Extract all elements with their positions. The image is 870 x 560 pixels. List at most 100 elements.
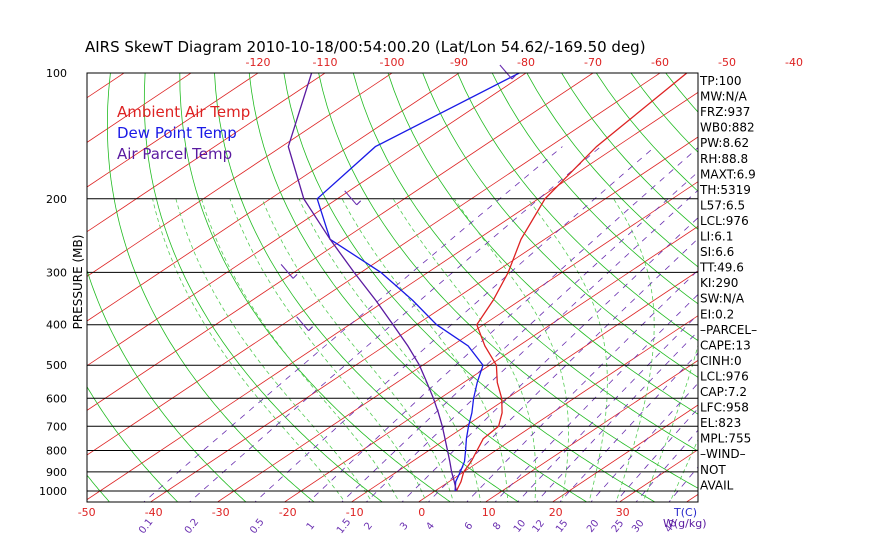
mixing-ratio-tick-label: 6 — [463, 521, 476, 533]
moist-adiabat-line — [175, 198, 373, 502]
dry-adiabat-line — [820, 54, 870, 505]
mixing-ratio-line — [494, 293, 698, 502]
series-line-air-parcel-temp — [287, 73, 458, 492]
top-temp-tick-label: -120 — [246, 56, 271, 69]
wind-barb — [296, 316, 313, 332]
bottom-temp-tick-label: -40 — [145, 506, 163, 519]
side-panel-item: CAPE:13 — [700, 338, 751, 352]
dry-adiabat-line — [318, 73, 698, 489]
mixing-ratio-tick-label: 2 — [362, 521, 375, 533]
isotherm-line — [87, 73, 460, 322]
mixing-ratio-line — [517, 313, 698, 502]
mixing-ratio-line — [401, 217, 698, 502]
side-panel-item: CINH:0 — [700, 354, 742, 368]
side-panel-item: LCL:976 — [700, 214, 749, 228]
side-panel-item: AVAIL — [700, 478, 734, 492]
side-panel-item: –WIND– — [700, 447, 746, 461]
side-panel-item: SW:N/A — [700, 292, 745, 306]
side-panel-item: –PARCEL– — [700, 323, 757, 337]
moist-adiabat-line — [527, 198, 608, 502]
mixing-ratio-tick-label: 3 — [398, 521, 411, 533]
isotherm-line — [216, 181, 698, 502]
dry-adiabat-line — [526, 73, 698, 268]
isotherm-line — [484, 359, 698, 502]
bottom-temp-tick-label: 30 — [616, 506, 630, 519]
isotherm-line — [87, 73, 527, 367]
top-temp-tick-label: -100 — [380, 56, 405, 69]
mixing-ratio-line — [307, 147, 698, 502]
pressure-tick-labels: 100 200 300 400 500 600 700 800 900 1000 — [39, 67, 67, 498]
side-panel-item: LFC:958 — [700, 401, 749, 415]
mixing-ratio-tick-label: 30 — [630, 518, 647, 535]
mixing-ratio-line — [535, 330, 698, 502]
dry-adiabat-line — [457, 73, 698, 342]
mixing-ratio-tick-label: 1 — [305, 521, 318, 533]
moist-adiabat-line — [152, 198, 346, 502]
isotherm-line — [87, 73, 326, 233]
series-line-ambient-air-temp — [455, 73, 688, 492]
top-temp-tick-label: -70 — [584, 56, 602, 69]
side-panel-item: EI:0.2 — [700, 307, 734, 321]
dry-adiabat-line — [665, 73, 698, 113]
isotherm-line — [87, 73, 393, 277]
isotherm-line — [149, 136, 698, 502]
mixing-ratio-tick-label: 0.2 — [183, 517, 201, 536]
bottom-temp-tick-labels: -50 -40 -30 -20 -10 0 10 20 30 — [78, 506, 630, 519]
pressure-tick-label: 400 — [46, 319, 67, 332]
mixing-ratio-tick-label: 8 — [491, 521, 504, 533]
mixing-axis-unit: W(g/kg) — [663, 517, 707, 530]
mixing-ratio-line — [466, 269, 698, 502]
pressure-tick-label: 100 — [46, 67, 67, 80]
top-temp-tick-label: -80 — [517, 56, 535, 69]
side-panel-item: MW:N/A — [700, 90, 748, 104]
bottom-temp-tick-label: -20 — [279, 506, 297, 519]
side-panel-item: SI:6.6 — [700, 245, 734, 259]
chart-title: AIRS SkewT Diagram 2010-10-18/00:54:00.2… — [85, 38, 646, 56]
side-panel-item: PW:8.62 — [700, 136, 749, 150]
dry-adiabat-line — [387, 73, 698, 415]
side-panel-item: RH:88.8 — [700, 152, 748, 166]
top-temp-tick-label: -90 — [450, 56, 468, 69]
dry-adiabat-line — [787, 54, 870, 505]
mixing-ratio-tick-label: 0.5 — [248, 517, 266, 536]
isotherm-line — [87, 73, 594, 411]
dry-adiabat-line — [753, 54, 870, 505]
moist-adiabat-line — [454, 198, 569, 502]
background-lines — [0, 54, 870, 505]
bottom-temp-tick-label: 20 — [549, 506, 563, 519]
side-panel-item: TP:100 — [699, 74, 742, 88]
top-temp-tick-label: -110 — [313, 56, 338, 69]
moist-adiabat-line — [613, 198, 655, 502]
moist-adiabat-line — [341, 198, 509, 502]
mixing-ratio-tick-label: 15 — [554, 518, 571, 535]
moist-adiabat-line — [392, 198, 537, 502]
mixing-ratio-line — [668, 466, 698, 502]
isotherm-line — [749, 54, 870, 505]
pressure-tick-label: 800 — [46, 445, 67, 458]
pressure-tick-label: 200 — [46, 193, 67, 206]
top-temp-tick-label: -40 — [785, 56, 803, 69]
legend-item-dew-point-temp: Dew Point Temp — [117, 124, 237, 142]
mixing-ratio-line — [188, 146, 601, 502]
isotherm-line — [551, 404, 698, 502]
pressure-tick-label: 700 — [46, 420, 67, 433]
mixing-ratio-tick-label: 10 — [512, 518, 529, 535]
mixing-ratio-line — [143, 146, 563, 502]
isotherm-line — [0, 54, 19, 505]
pressure-tick-label: 500 — [46, 359, 67, 372]
bottom-temp-tick-label: 0 — [418, 506, 425, 519]
mixing-ratio-tick-label: 25 — [610, 518, 627, 535]
mixing-ratio-line — [365, 189, 698, 502]
mixing-ratio-tick-label: 4 — [424, 521, 437, 533]
side-panel-item: LI:6.1 — [700, 230, 733, 244]
mixing-ratio-tick-label: 20 — [585, 518, 602, 535]
mixing-ratio-tick-labels: 0.1 0.2 0.5 1 1.5 2 3 4 6 8 10 12 15 20 25 30 40 — [137, 517, 679, 536]
mixing-ratio-line — [635, 429, 698, 502]
isotherm-line — [816, 54, 870, 505]
dry-adiabat-line — [107, 73, 315, 502]
side-panel-item: CAP:7.2 — [700, 385, 747, 399]
dry-adiabat-line — [143, 73, 383, 502]
top-temp-tick-label: -50 — [718, 56, 736, 69]
